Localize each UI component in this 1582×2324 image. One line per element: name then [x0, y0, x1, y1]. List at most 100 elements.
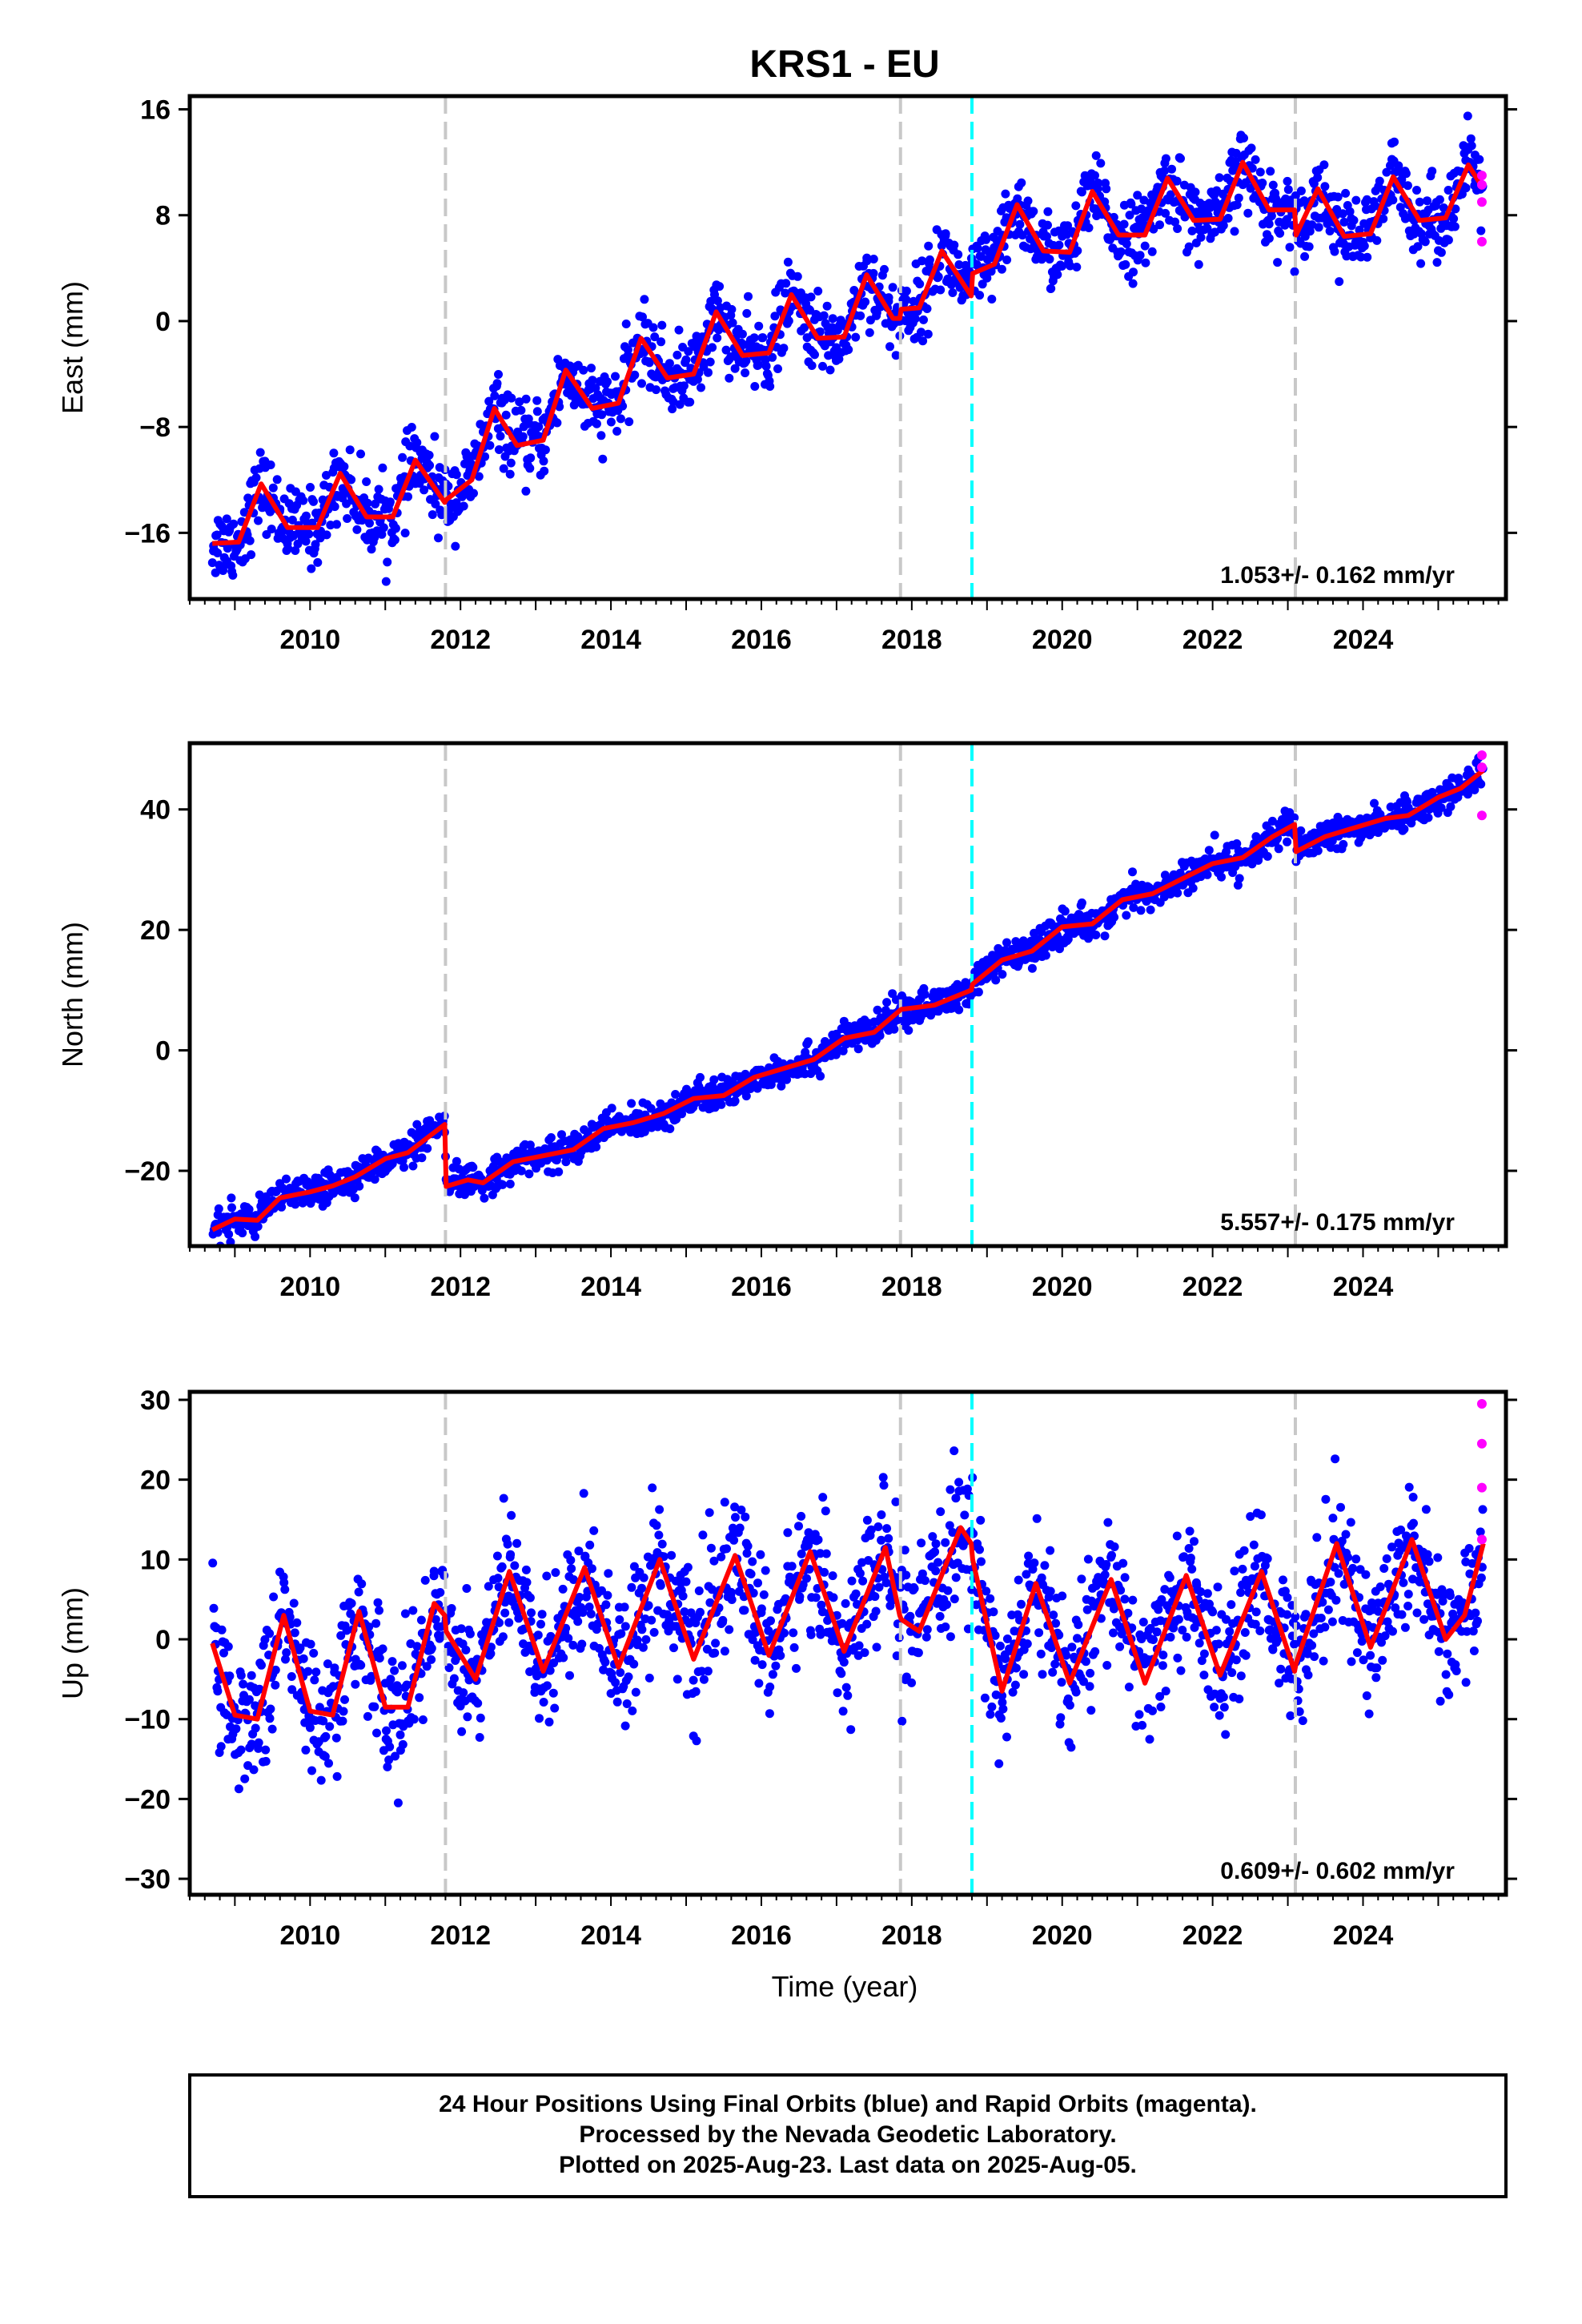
data-point: [307, 1766, 316, 1775]
data-point: [322, 471, 331, 480]
data-point: [756, 1550, 765, 1559]
data-point: [386, 1675, 396, 1684]
data-point: [407, 423, 416, 432]
data-point: [390, 535, 400, 545]
data-point: [630, 370, 640, 380]
data-point: [703, 1667, 713, 1676]
data-point: [874, 1582, 884, 1592]
data-point: [1090, 1647, 1100, 1656]
data-point: [1234, 193, 1243, 203]
data-point: [891, 1497, 901, 1506]
data-point: [447, 1604, 456, 1613]
data-point: [897, 1716, 907, 1726]
data-point: [684, 347, 693, 356]
data-point: [451, 541, 460, 551]
data-point: [1166, 1632, 1175, 1642]
data-point: [1040, 943, 1050, 953]
data-point: [1152, 1627, 1162, 1637]
data-point: [994, 1759, 1004, 1768]
data-point: [1416, 259, 1426, 268]
data-point: [986, 1594, 995, 1603]
data-point: [611, 1678, 620, 1687]
data-point: [213, 1687, 223, 1696]
data-point: [1467, 141, 1476, 151]
data-point: [640, 295, 649, 304]
data-point: [1267, 211, 1276, 221]
data-point: [251, 1723, 260, 1733]
data-point: [545, 1666, 555, 1675]
data-point: [573, 1617, 583, 1626]
data-point: [722, 1544, 731, 1554]
data-point: [297, 1695, 307, 1705]
x-tick-label: 2024: [1333, 1272, 1394, 1302]
data-point: [915, 279, 925, 289]
data-point: [629, 1659, 639, 1669]
model-line: [212, 159, 1486, 546]
data-point: [267, 1724, 277, 1734]
data-point: [750, 1655, 760, 1665]
data-point: [649, 1627, 659, 1637]
data-point: [1341, 188, 1351, 198]
y-tick-label: 0: [155, 1036, 171, 1067]
data-point: [754, 321, 764, 331]
data-point: [780, 1628, 789, 1638]
data-point: [665, 1124, 675, 1133]
data-point: [1074, 1620, 1083, 1630]
data-point: [1109, 1628, 1118, 1638]
rapid-point: [1476, 236, 1487, 247]
data-point: [754, 1679, 764, 1688]
data-point: [307, 564, 316, 573]
data-point: [546, 1133, 556, 1142]
data-point: [806, 292, 816, 302]
data-point: [648, 1483, 657, 1493]
data-point: [740, 1606, 749, 1615]
data-point: [606, 417, 616, 427]
data-point: [568, 1640, 578, 1650]
data-point: [1351, 195, 1361, 205]
data-point: [244, 1695, 254, 1704]
data-point: [616, 1668, 625, 1677]
data-point: [245, 536, 255, 545]
data-point: [934, 272, 943, 282]
x-tick-label: 2016: [731, 625, 792, 655]
data-point: [1399, 824, 1409, 834]
data-point: [1285, 243, 1295, 252]
data-point: [784, 316, 793, 326]
data-point: [587, 1564, 596, 1574]
data-point: [855, 1569, 865, 1578]
data-point: [977, 1557, 986, 1566]
data-point: [516, 1166, 526, 1176]
x-tick-label: 2010: [279, 625, 340, 655]
data-point: [668, 404, 677, 414]
data-point: [671, 1090, 681, 1099]
data-point: [1349, 215, 1359, 225]
data-point: [779, 344, 789, 353]
data-point: [1110, 1542, 1119, 1551]
data-point: [1077, 187, 1086, 197]
data-point: [768, 1670, 777, 1679]
data-point: [558, 1584, 568, 1594]
data-point: [283, 544, 293, 553]
data-point: [1115, 1642, 1125, 1651]
data-point: [1116, 247, 1126, 256]
data-point: [730, 1096, 740, 1106]
y-tick-label: −16: [124, 518, 171, 549]
data-point: [416, 1615, 426, 1625]
data-point: [521, 1565, 531, 1574]
data-point: [339, 1707, 348, 1716]
data-point: [1038, 1670, 1047, 1679]
data-point: [542, 1571, 552, 1581]
data-point: [292, 1618, 302, 1627]
data-point: [1190, 1537, 1199, 1546]
data-point: [900, 1546, 909, 1555]
data-point: [620, 1721, 630, 1731]
data-point: [456, 1624, 466, 1634]
data-point: [536, 1619, 545, 1629]
data-point: [404, 492, 412, 501]
data-point: [692, 1736, 701, 1746]
data-point: [1407, 818, 1416, 828]
data-point: [1443, 235, 1453, 245]
data-point: [1015, 219, 1025, 229]
data-point: [818, 1493, 828, 1502]
data-point: [1085, 1682, 1094, 1691]
